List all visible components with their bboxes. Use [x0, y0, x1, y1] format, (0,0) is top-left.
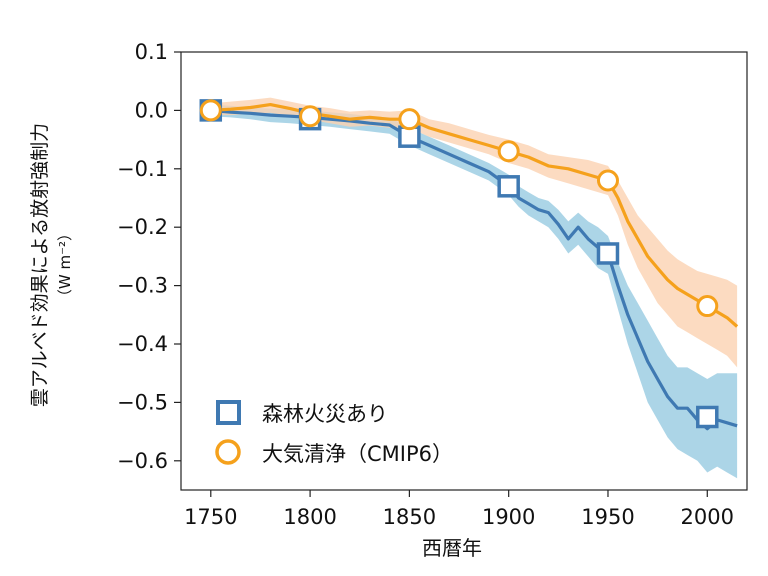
marker-circle-2000	[696, 295, 719, 318]
marker-circle-1950	[596, 169, 619, 192]
legend-circle-marker	[215, 439, 241, 465]
marker-square-2000	[696, 405, 719, 429]
uncertainty-bands	[210, 97, 738, 479]
y-tick-label: −0.2	[117, 215, 168, 239]
y-tick-label: −0.5	[117, 390, 168, 414]
y-tick-label: −0.4	[117, 332, 168, 356]
band-series-0	[210, 104, 738, 479]
y-axis-unit: （W m⁻²）	[56, 226, 74, 304]
marker-circle-1900	[497, 140, 520, 163]
series-lines	[210, 102, 739, 431]
y-axis-title: 雲アルベド効果による放射強制力	[29, 123, 51, 407]
y-tick-label: 0.1	[135, 40, 168, 64]
axes	[174, 51, 748, 497]
marker-square-1950	[596, 242, 620, 265]
legend: 森林火災あり 大気清浄（CMIP6）	[215, 400, 453, 466]
tick-labels: 0.1 0.0 −0.1 −0.2 −0.3 −0.4 −0.5 −0.6 1750 1800 18…	[117, 40, 734, 529]
x-tick-label: 1750	[184, 505, 237, 529]
y-tick-label: 0.0	[135, 98, 168, 122]
y-tick-label: −0.1	[117, 157, 168, 181]
legend-label-clean-air: 大気清浄（CMIP6）	[262, 442, 453, 466]
marker-circle-1850	[398, 108, 421, 131]
line-series-0	[210, 108, 738, 431]
x-tick-label: 1900	[482, 505, 535, 529]
y-tick-label: −0.6	[117, 449, 168, 473]
x-axis-title: 西暦年	[422, 536, 482, 560]
x-tick-label: 2000	[681, 505, 734, 529]
series-markers	[199, 99, 719, 429]
marker-circle-1750	[199, 99, 222, 122]
marker-square-1900	[497, 175, 520, 198]
x-tick-label: 1850	[383, 505, 436, 529]
legend-label-wildfire: 森林火災あり	[262, 402, 388, 426]
plot-frame	[180, 51, 748, 491]
legend-square-marker	[216, 400, 241, 425]
x-tick-label: 1800	[283, 505, 336, 529]
x-tick-label: 1950	[581, 505, 634, 529]
y-tick-label: −0.3	[117, 274, 168, 298]
marker-circle-1800	[299, 105, 322, 128]
band-series-1	[210, 97, 738, 368]
